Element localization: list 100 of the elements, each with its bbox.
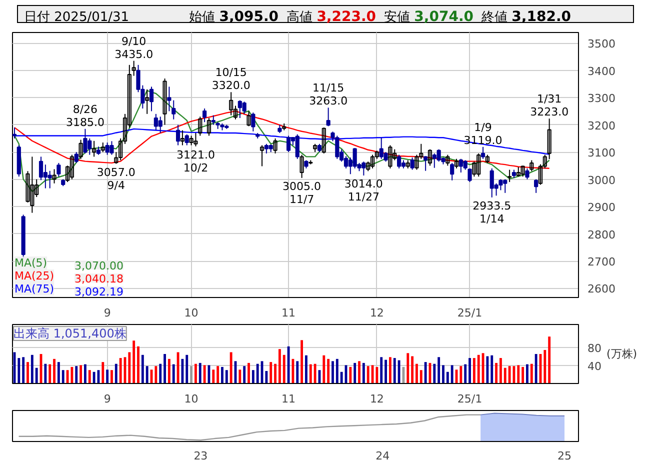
bar (314, 364, 316, 384)
x-tick-label: 24 (376, 450, 390, 462)
bar (534, 354, 538, 384)
bar (132, 340, 136, 384)
candlestick (48, 170, 52, 189)
bar (256, 364, 259, 384)
candlestick (322, 127, 326, 154)
bar (194, 364, 197, 384)
annotation: 1/9 3119.0 (464, 120, 502, 147)
bar (530, 364, 533, 384)
candlestick (70, 154, 74, 180)
bar (380, 357, 383, 384)
bar (278, 349, 281, 384)
candlestick (167, 86, 172, 112)
candlestick (428, 148, 432, 166)
y-tick-label: 80 (588, 342, 602, 356)
bar (35, 368, 38, 384)
bar (349, 366, 352, 384)
candlestick (388, 144, 392, 169)
y-tick-label: 3300 (588, 92, 616, 106)
bar (322, 355, 326, 384)
bar (526, 364, 528, 384)
bar (159, 364, 162, 384)
bar (30, 354, 34, 384)
bar (477, 354, 480, 384)
x-tick-label: 10 (184, 392, 198, 406)
candlestick (424, 156, 428, 172)
candlestick (450, 162, 454, 181)
candlestick (184, 134, 189, 146)
bar (305, 355, 308, 384)
bar (398, 360, 400, 384)
candlestick (229, 92, 234, 116)
bar (460, 366, 462, 384)
candlestick (38, 156, 44, 181)
candlestick (56, 162, 61, 178)
chart-subtitle: 始値 3,095.0 高値 3,223.0 安値 3,074.0 終値 3,182.0 (189, 9, 571, 25)
bar (110, 370, 113, 384)
candlestick (286, 135, 291, 153)
candlestick (172, 100, 176, 120)
candlestick (454, 158, 459, 169)
candlestick (132, 60, 136, 76)
bar (406, 353, 410, 384)
candlestick (100, 142, 105, 153)
bar (340, 372, 343, 384)
y-axis-title: (万株) (606, 348, 638, 360)
annotation: 3014.0 11/27 (344, 177, 383, 204)
bar (411, 356, 414, 384)
bar (270, 362, 272, 384)
bar (490, 355, 494, 384)
bar (522, 366, 524, 384)
bar (88, 370, 91, 384)
bar (186, 354, 188, 384)
candlestick (145, 88, 150, 114)
bar (164, 354, 166, 384)
annotation: 11/15 3263.0 (309, 82, 348, 108)
candlestick (396, 154, 402, 169)
y-tick-label: 2800 (588, 228, 616, 242)
bar (238, 370, 242, 384)
candlestick (547, 118, 552, 160)
candlestick (52, 168, 56, 184)
candlestick (158, 116, 162, 134)
bar (221, 366, 224, 384)
bar (336, 358, 338, 384)
annotation: 3121.0 10/2 (176, 148, 215, 174)
bar (248, 362, 250, 384)
annotation: 3,070.00 (74, 260, 124, 272)
text: MA(25) (14, 270, 54, 282)
y-tick-label: 2900 (588, 201, 616, 214)
bar (287, 346, 290, 384)
bar (472, 358, 476, 384)
bar (402, 366, 405, 384)
candlestick (370, 154, 375, 169)
candlestick (344, 156, 348, 169)
bar (486, 356, 489, 384)
bar (176, 352, 180, 384)
chart-title: 日付 2025/01/31 (24, 10, 130, 25)
bar (80, 365, 82, 384)
bar (450, 365, 454, 384)
text: MA(75) (14, 282, 54, 296)
x-tick-label: 12 (370, 306, 384, 320)
x-tick-label: 11 (282, 306, 296, 320)
annotation: 9/10 3435.0 (114, 34, 154, 61)
y-tick-label: 3100 (588, 146, 616, 160)
candlestick (149, 86, 154, 112)
candlestick (242, 101, 246, 114)
bar (517, 365, 520, 384)
bar (292, 358, 294, 384)
x-tick-label: 23 (194, 450, 208, 462)
x-tick-label: 25 (558, 450, 572, 462)
bar (332, 361, 334, 384)
bar (198, 362, 202, 384)
candlestick (410, 157, 414, 170)
candlestick (534, 178, 538, 194)
bar (154, 366, 158, 384)
bar (499, 358, 502, 384)
candlestick (211, 114, 216, 126)
bar (141, 354, 144, 384)
candlestick (246, 110, 251, 127)
annotation: 3,092.19 (74, 286, 124, 298)
bar (296, 361, 299, 384)
